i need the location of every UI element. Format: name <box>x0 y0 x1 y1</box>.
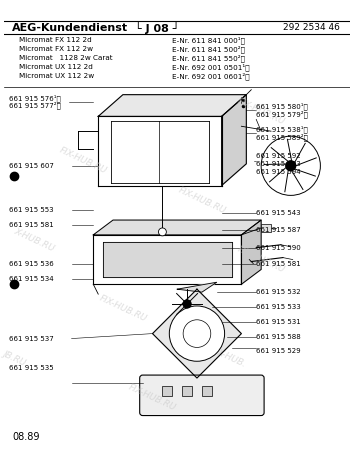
Text: Micromat UX 112 2w: Micromat UX 112 2w <box>19 73 95 79</box>
Polygon shape <box>103 242 231 277</box>
Text: Micromat UX 112 2d: Micromat UX 112 2d <box>19 64 93 70</box>
Text: FIX-HUB.RU: FIX-HUB.RU <box>127 383 178 413</box>
Circle shape <box>261 136 320 195</box>
Bar <box>162 386 172 396</box>
Text: FIX-HUB.RU: FIX-HUB.RU <box>98 294 148 324</box>
Text: 661 915 592: 661 915 592 <box>256 153 301 159</box>
Polygon shape <box>241 220 261 284</box>
Text: └ J 08 ┘: └ J 08 ┘ <box>135 22 180 34</box>
Circle shape <box>183 300 191 308</box>
Text: FIX-HUB.RU: FIX-HUB.RU <box>236 245 286 274</box>
Text: JB.RU: JB.RU <box>1 349 27 368</box>
Circle shape <box>159 228 166 236</box>
Bar <box>182 386 192 396</box>
Text: 661 915 607: 661 915 607 <box>9 163 54 169</box>
Text: 661 915 579²⧩: 661 915 579²⧩ <box>256 111 308 118</box>
Text: 661 915 529: 661 915 529 <box>256 348 301 355</box>
Text: 661 915 577²⧩: 661 915 577²⧩ <box>9 102 61 109</box>
Text: 661 915 581: 661 915 581 <box>256 261 301 267</box>
Text: 661 915 581: 661 915 581 <box>9 222 54 228</box>
Text: Micromat FX 112 2w: Micromat FX 112 2w <box>19 46 93 52</box>
Text: 661 915 538¹⧩: 661 915 538¹⧩ <box>256 126 308 133</box>
Text: FIX-HUB.RU: FIX-HUB.RU <box>177 185 227 215</box>
Polygon shape <box>93 220 261 235</box>
Text: 661 915 587: 661 915 587 <box>256 227 301 233</box>
FancyBboxPatch shape <box>140 375 264 415</box>
Text: 661 915 532: 661 915 532 <box>256 289 301 295</box>
Text: Micromat FX 112 2d: Micromat FX 112 2d <box>19 37 92 43</box>
Text: 292 2534 46: 292 2534 46 <box>283 23 340 32</box>
Bar <box>202 386 212 396</box>
Text: 661 915 533: 661 915 533 <box>256 304 301 310</box>
Text: 661 915 593: 661 915 593 <box>256 161 301 167</box>
Text: AEG-Kundendienst: AEG-Kundendienst <box>12 22 128 32</box>
Text: E-Nr. 611 841 550²⧩: E-Nr. 611 841 550²⧩ <box>172 54 245 62</box>
Text: 661 915 576¹⧩: 661 915 576¹⧩ <box>9 95 61 103</box>
Text: E-Nr. 692 001 0601²⧩: E-Nr. 692 001 0601²⧩ <box>172 72 250 80</box>
Text: 661 915 594: 661 915 594 <box>256 169 301 175</box>
Text: 661 915 535: 661 915 535 <box>9 365 54 371</box>
Text: 661 915 536: 661 915 536 <box>9 261 54 267</box>
Circle shape <box>286 161 296 171</box>
Polygon shape <box>222 94 246 185</box>
Text: 661 915 543: 661 915 543 <box>256 210 301 216</box>
Circle shape <box>183 320 211 347</box>
Text: E-Nr. 611 841 000¹⧩: E-Nr. 611 841 000¹⧩ <box>172 36 245 44</box>
Text: 661 915 534: 661 915 534 <box>9 276 54 282</box>
Text: 661 915 531: 661 915 531 <box>256 319 301 325</box>
Text: E-Nr. 692 001 0501¹⧩: E-Nr. 692 001 0501¹⧩ <box>172 63 250 71</box>
Text: 661 915 590: 661 915 590 <box>256 245 301 251</box>
Bar <box>261 224 271 232</box>
Circle shape <box>169 306 225 361</box>
Text: FIX-HUB.RU: FIX-HUB.RU <box>58 146 108 176</box>
Text: 661 915 588: 661 915 588 <box>256 333 301 340</box>
Text: 661 915 589²⧩: 661 915 589²⧩ <box>256 133 308 141</box>
Polygon shape <box>177 282 217 292</box>
Text: Micromat   1128 2w Carat: Micromat 1128 2w Carat <box>19 55 113 61</box>
Text: FIX-HUB.RU: FIX-HUB.RU <box>236 96 286 126</box>
Polygon shape <box>98 94 246 117</box>
Text: 661 915 580¹⧩: 661 915 580¹⧩ <box>256 103 308 110</box>
Text: E-Nr. 611 841 500²⧩: E-Nr. 611 841 500²⧩ <box>172 45 245 53</box>
Polygon shape <box>153 289 241 378</box>
Text: 661 915 553: 661 915 553 <box>9 207 54 213</box>
Text: 08.89: 08.89 <box>12 432 40 442</box>
Text: 661 915 537: 661 915 537 <box>9 336 54 342</box>
Text: X-HUB.RU: X-HUB.RU <box>12 226 56 253</box>
Text: X-HUB.: X-HUB. <box>216 348 247 369</box>
